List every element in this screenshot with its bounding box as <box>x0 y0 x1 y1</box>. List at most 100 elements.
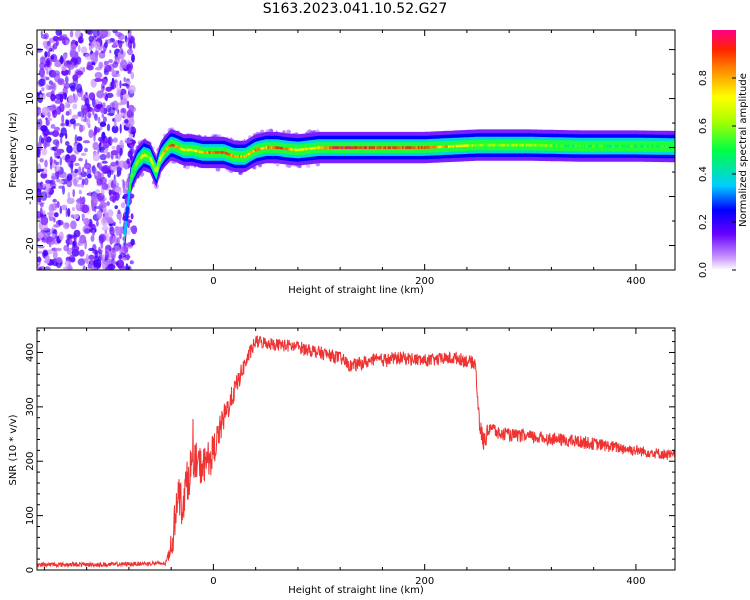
noise-blob <box>97 116 101 124</box>
noise-blob <box>54 203 58 209</box>
y-tick-label: 10 <box>25 92 36 105</box>
noise-blob <box>131 53 135 63</box>
noise-blob <box>107 112 115 116</box>
noise-blob <box>79 124 84 133</box>
noise-blob <box>123 77 126 82</box>
noise-blob <box>130 106 137 113</box>
noise-blob <box>78 249 85 257</box>
noise-blob <box>80 152 87 156</box>
noise-blob <box>83 177 89 186</box>
noise-blob <box>113 178 116 186</box>
ridge-core <box>247 152 251 156</box>
noise-blob <box>37 125 41 130</box>
noise-blob <box>52 44 55 53</box>
ridge-core <box>156 160 161 167</box>
noise-blob <box>128 133 134 137</box>
noise-blob <box>77 36 84 44</box>
ridge-core <box>249 151 253 155</box>
x-tick-label: 400 <box>626 276 645 287</box>
noise-blob <box>38 78 46 87</box>
noise-blob <box>69 49 76 58</box>
noise-blob <box>37 141 42 150</box>
noise-blob <box>51 71 57 78</box>
ridge-core <box>176 145 180 149</box>
noise-blob <box>81 178 85 186</box>
noise-blob <box>68 254 76 263</box>
noise-blob <box>129 37 134 44</box>
noise-blob <box>62 185 65 195</box>
noise-blob <box>71 176 80 184</box>
noise-blob <box>52 198 57 203</box>
noise-blob <box>69 118 76 125</box>
noise-blob <box>117 209 121 214</box>
noise-blob <box>56 151 61 156</box>
noise-blob <box>68 94 74 104</box>
ridge-core <box>131 169 136 174</box>
noise-blob <box>117 109 120 115</box>
noise-blob <box>37 191 42 199</box>
noise-blob <box>89 258 94 268</box>
noise-blob <box>98 51 106 59</box>
noise-blob <box>82 140 91 144</box>
noise-blob <box>100 50 106 54</box>
ridge-core <box>177 146 181 150</box>
ridge-core <box>224 151 227 155</box>
halo-dot <box>276 130 278 132</box>
noise-blob <box>84 228 90 234</box>
noise-blob <box>96 210 103 220</box>
ridge-core <box>137 157 142 162</box>
noise-blob <box>45 117 48 121</box>
noise-blob <box>119 80 122 89</box>
noise-blob <box>117 160 126 168</box>
noise-blob <box>57 180 64 184</box>
noise-blob <box>38 198 42 203</box>
noise-blob <box>71 245 80 251</box>
noise-blob <box>63 82 71 89</box>
noise-blob <box>50 124 56 129</box>
noise-blob <box>39 158 44 163</box>
ridge-core <box>231 154 235 158</box>
noise-blob <box>94 50 99 58</box>
noise-blob <box>88 191 91 197</box>
ridge-core <box>164 147 169 151</box>
noise-blob <box>59 156 62 166</box>
noise-blob <box>47 111 51 118</box>
noise-blob <box>75 203 81 211</box>
noise-blob <box>56 106 62 115</box>
noise-blob <box>77 44 81 53</box>
x-tick-label: 0 <box>210 576 216 587</box>
noise-blob <box>92 152 100 162</box>
noise-blob <box>95 189 101 194</box>
noise-blob <box>112 61 119 68</box>
noise-blob <box>53 224 61 228</box>
noise-blob <box>49 156 53 166</box>
colorbar: 0.0 0.2 0.4 0.6 0.8 Normalized spectral ampl… <box>698 30 749 278</box>
snr-x-axis-label: Height of straight line (km) <box>288 585 424 596</box>
colorbar-tick-label: 0.4 <box>698 166 709 182</box>
noise-blob <box>88 247 95 252</box>
ridge-core <box>228 153 232 157</box>
ridge <box>123 129 675 252</box>
noise-blob <box>105 244 112 250</box>
noise-blob <box>80 171 88 178</box>
noise-blob <box>126 253 130 261</box>
noise-blob <box>119 218 122 225</box>
noise-blob <box>127 150 133 158</box>
noise-blob <box>112 42 117 48</box>
noise-blob <box>59 231 64 241</box>
noise-blob <box>46 117 53 122</box>
noise-blob <box>132 41 136 49</box>
ridge-core <box>181 147 184 151</box>
noise-blob <box>75 83 83 93</box>
noise-blob <box>118 102 123 106</box>
noise-blob <box>112 260 116 265</box>
noise-blob <box>50 93 56 102</box>
noise-blob <box>98 61 104 69</box>
noise-blob <box>83 162 92 170</box>
ridge-core <box>163 149 167 153</box>
noise-blob <box>40 216 49 226</box>
noise-blob <box>102 254 105 261</box>
noise-blob <box>81 107 88 115</box>
noise-blob <box>75 30 81 39</box>
noise-blob <box>130 238 135 246</box>
